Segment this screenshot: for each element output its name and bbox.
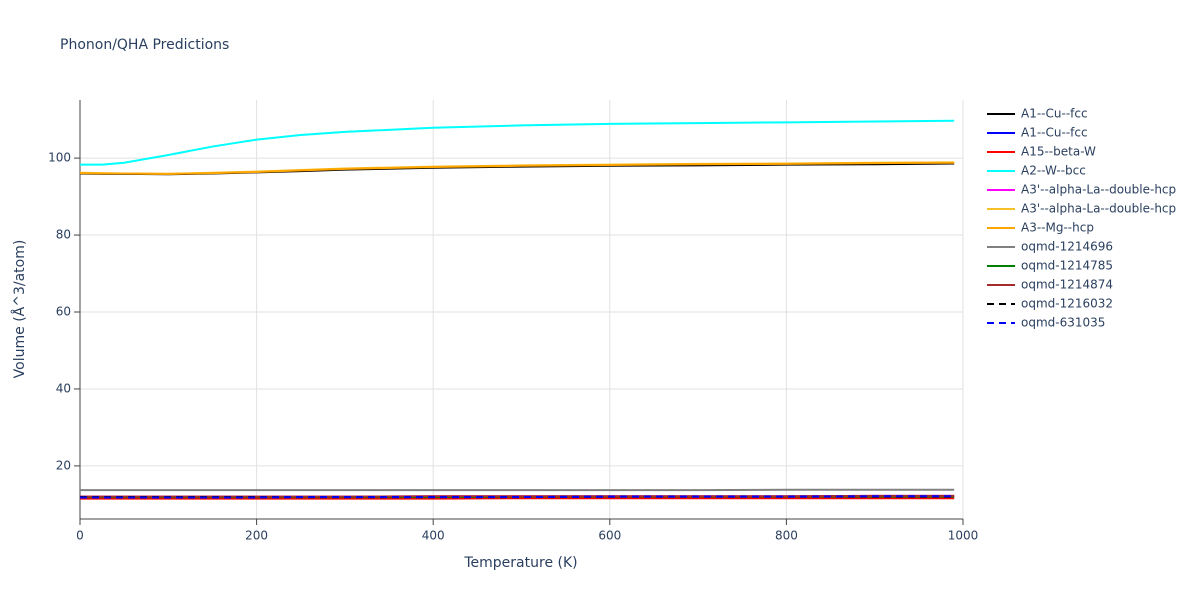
x-axis-label: Temperature (K) (463, 555, 577, 571)
y-tick-label: 100 (48, 151, 71, 165)
x-tick-label: 200 (245, 529, 268, 543)
legend-label: A2--W--bcc (1021, 164, 1086, 178)
legend-label: oqmd-1214785 (1021, 259, 1113, 273)
chart-title: Phonon/QHA Predictions (60, 37, 229, 53)
series-line (80, 495, 955, 499)
legend-label: A15--beta-W (1021, 145, 1096, 159)
y-tick-label: 60 (56, 305, 71, 319)
x-tick-label: 600 (598, 529, 621, 543)
y-tick-label: 40 (56, 381, 71, 395)
x-tick-label: 400 (422, 529, 445, 543)
legend-label: A1--Cu--fcc (1021, 107, 1088, 121)
grid (79, 100, 964, 519)
y-axis-label: Volume (Å^3/atom) (11, 240, 28, 379)
legend-label: A1--Cu--fcc (1021, 126, 1088, 140)
y-tick-label: 80 (56, 228, 71, 242)
series-line (80, 119, 955, 166)
x-tick-label: 0 (76, 529, 84, 543)
x-tick-label: 1000 (948, 529, 979, 543)
legend-label: oqmd-631035 (1021, 316, 1105, 330)
x-tick-label: 800 (775, 529, 798, 543)
legend-label: oqmd-1216032 (1021, 297, 1113, 311)
legend-label: A3--Mg--hcp (1021, 221, 1094, 235)
legend-label: A3'--alpha-La--double-hcp (1021, 202, 1176, 216)
legend-label: A3'--alpha-La--double-hcp (1021, 183, 1176, 197)
y-tick-label: 20 (56, 458, 71, 472)
legend-label: oqmd-1214696 (1021, 240, 1113, 254)
legend-label: oqmd-1214874 (1021, 278, 1113, 292)
series-line (79, 161, 955, 175)
